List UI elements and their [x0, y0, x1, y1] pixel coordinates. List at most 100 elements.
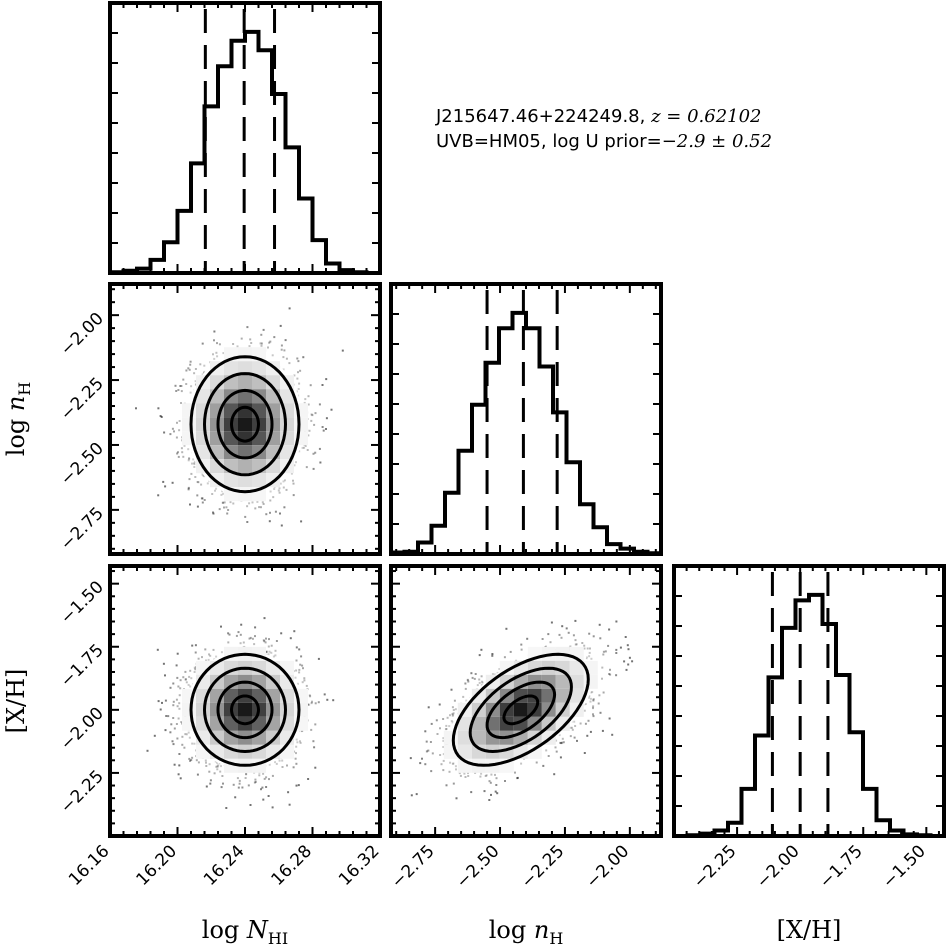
y-axis-label-lognH: log nH	[2, 382, 34, 457]
scatter-point	[216, 765, 219, 768]
scatter-point	[589, 697, 592, 700]
scatter-point	[288, 307, 291, 310]
scatter-point	[216, 762, 219, 765]
scatter-point	[555, 750, 558, 753]
density-cell	[182, 702, 196, 717]
scatter-point	[177, 773, 180, 776]
scatter-point	[284, 339, 287, 342]
scatter-point	[295, 390, 298, 393]
scatter-point	[194, 668, 197, 671]
scatter-point	[567, 631, 570, 634]
scatter-point	[173, 727, 176, 730]
scatter-point	[271, 774, 274, 777]
scatter-point	[212, 353, 214, 356]
scatter-point	[188, 478, 191, 481]
scatter-point	[251, 501, 254, 504]
scatter-point	[295, 752, 297, 755]
scatter-point	[297, 682, 299, 685]
scatter-point	[626, 644, 629, 647]
scatter-point	[181, 735, 184, 738]
scatter-point	[280, 524, 283, 527]
scatter-point	[178, 694, 181, 697]
scatter-point	[191, 742, 194, 745]
scatter-point	[298, 648, 301, 651]
scatter-point	[504, 780, 506, 782]
plot-annotation: J215647.46+224249.8, z = 0.62102 UVB=HM0…	[436, 104, 772, 154]
scatter-point	[172, 743, 175, 746]
scatter-point	[462, 695, 465, 698]
scatter-point	[550, 621, 553, 624]
scatter-point	[435, 719, 438, 722]
x-tick-label: −1.75	[816, 841, 867, 892]
scatter-point	[263, 777, 266, 780]
scatter-point	[267, 346, 269, 349]
scatter-point	[321, 426, 324, 428]
scatter-point	[589, 700, 592, 703]
scatter-point	[185, 733, 188, 736]
y-tick-label: −1.50	[57, 577, 108, 628]
scatter-point	[430, 770, 433, 773]
scatter-point	[448, 725, 451, 728]
scatter-point	[545, 749, 548, 752]
scatter-point	[189, 391, 192, 394]
scatter-point	[179, 687, 182, 690]
scatter-point	[289, 637, 292, 640]
contour-level-3	[202, 372, 288, 477]
scatter-point	[295, 669, 298, 672]
contour-level-3	[468, 666, 573, 754]
density-cells	[182, 347, 308, 502]
scatter-point	[214, 489, 216, 492]
scatter-point	[215, 655, 218, 658]
histogram-step	[674, 592, 944, 836]
scatter-point	[175, 436, 178, 439]
scatter-point	[628, 656, 631, 659]
scatter-point	[318, 403, 321, 406]
scatter-point	[194, 368, 197, 370]
scatter-point	[176, 452, 179, 455]
density-cell	[238, 417, 252, 432]
scatter-point	[265, 651, 268, 654]
scatter-point	[253, 643, 256, 646]
scatter-point	[573, 720, 576, 723]
scatter-point	[280, 348, 283, 351]
scatter-point	[216, 768, 219, 771]
scatter-point	[246, 521, 249, 523]
scatter-point	[474, 772, 477, 774]
scatter-point	[445, 724, 448, 727]
scatter-point	[452, 713, 455, 716]
scatter-point	[494, 773, 496, 776]
scatter-point	[162, 480, 165, 483]
scatter-point	[274, 510, 277, 513]
scatter-point	[208, 770, 211, 773]
scatter-point	[491, 653, 494, 655]
scatter-point	[298, 382, 301, 385]
scatter-point	[185, 383, 188, 385]
scatter-point	[317, 701, 320, 704]
scatter-point	[619, 646, 622, 649]
scatter-point	[221, 490, 224, 493]
scatter-point	[424, 730, 427, 733]
scatter-point	[169, 731, 172, 734]
scatter-point	[261, 501, 264, 504]
scatter-point	[526, 637, 529, 640]
scatter-point	[592, 635, 595, 638]
scatter-point	[226, 512, 229, 515]
scatter-point	[493, 673, 496, 676]
scatter-point	[278, 491, 281, 494]
scatter-point	[465, 699, 468, 702]
scatter-point	[208, 653, 210, 656]
scatter-point	[451, 721, 454, 724]
scatter-point	[295, 461, 297, 464]
scatter-point	[480, 648, 483, 651]
scatter-point	[313, 746, 316, 749]
scatter-point	[288, 362, 291, 365]
scatter-point	[474, 673, 477, 675]
scatter-point	[162, 662, 165, 665]
scatter-point	[232, 783, 235, 786]
scatter-point	[292, 494, 295, 497]
scatter-point	[196, 773, 199, 776]
scatter-point	[547, 755, 550, 757]
scatter-point	[574, 643, 577, 646]
scatter-point	[453, 699, 456, 702]
scatter-point	[211, 493, 214, 495]
